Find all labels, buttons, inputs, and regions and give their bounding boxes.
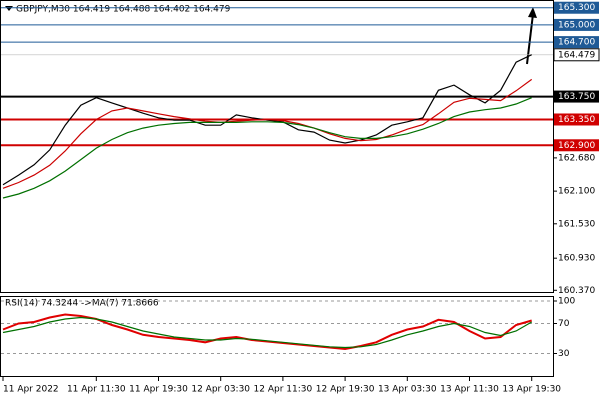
level-box [554,36,599,49]
series-line [2,313,532,351]
level-label: 164.700 [558,38,595,48]
price-panel [0,0,554,293]
y-tick-label: 160.930 [558,254,595,264]
y-tick-label: 160.370 [558,286,595,296]
symbol-icon [5,6,13,11]
x-tick-label: 13 Apr 19:30 [502,385,561,395]
arrow [526,13,534,65]
level-box [554,113,599,126]
rsi-title: RSI(14) 74.3244 ->MA(7) 71.8666 [5,299,159,309]
rsi-panel [0,296,554,377]
arrow-head [528,7,537,18]
level-box [554,1,599,14]
x-tick-label: 11 Apr 2022 [3,385,59,395]
y-tick-label: 161.530 [558,219,595,229]
x-tick-label: 13 Apr 03:30 [378,385,437,395]
level-label: 162.900 [558,141,595,151]
y-tick-label: 70 [558,319,570,329]
level-label: 163.750 [558,92,595,102]
current-price-label: 164.479 [558,50,595,60]
chart-title: GBPJPY,M30 164.419 164.488 164.402 164.4… [16,5,231,15]
y-tick-label: 30 [558,349,570,359]
series-line [2,78,533,189]
level-label: 163.350 [558,115,595,125]
series-line [2,316,532,349]
x-tick-label: 11 Apr 11:30 [67,385,126,395]
x-tick-label: 12 Apr 03:30 [191,385,250,395]
y-tick-label: 162.680 [558,153,595,163]
y-tick-label: 162.100 [558,187,595,197]
x-tick-label: 13 Apr 11:30 [440,385,499,395]
series-line [2,97,532,199]
level-label: 165.300 [558,3,595,13]
x-tick-label: 12 Apr 11:30 [254,385,313,395]
level-box [554,139,599,152]
current-price-box [553,48,600,62]
level-label: 165.000 [558,20,595,30]
x-tick-label: 11 Apr 19:30 [129,385,188,395]
level-box [554,18,599,31]
y-tick-label: 100 [558,297,575,307]
x-tick-label: 12 Apr 19:30 [316,385,375,395]
level-box [554,90,599,103]
